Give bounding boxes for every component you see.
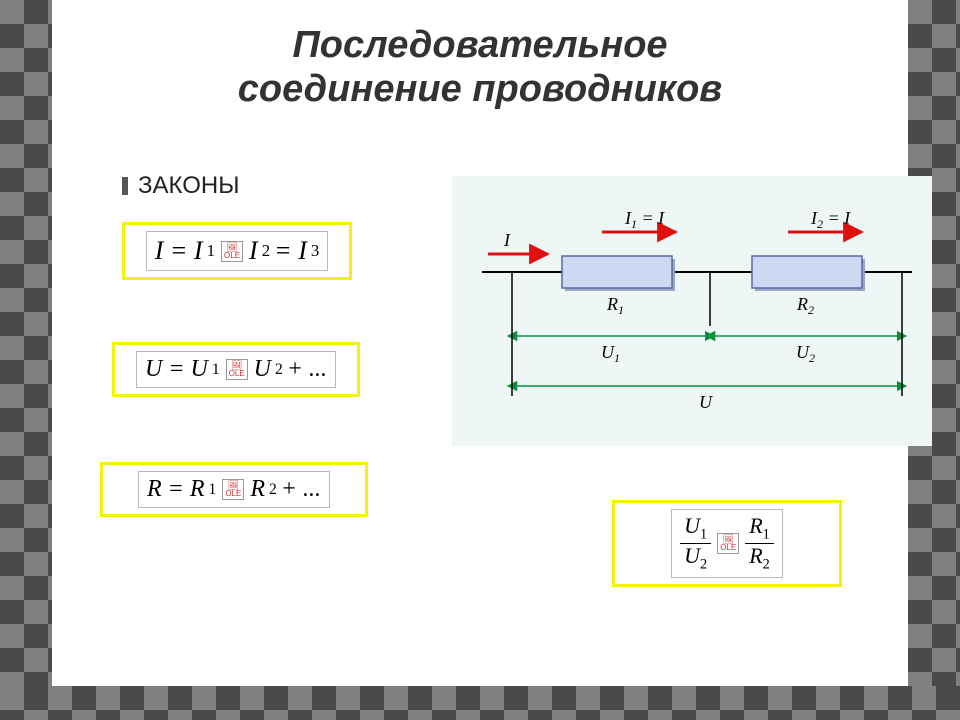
ole-icon: OLE — [717, 533, 739, 554]
formula-resistance: R = R1 OLE R2 + ... — [100, 462, 368, 517]
formula-current-inner: I = I1 OLEI2 = I3 — [146, 231, 329, 271]
svg-text:I: I — [503, 230, 511, 250]
svg-text:R2: R2 — [796, 294, 814, 317]
pattern-border-left — [0, 0, 52, 720]
subtitle-text: ЗАКОНЫ — [138, 172, 239, 199]
svg-text:I2 = I: I2 = I — [810, 208, 851, 231]
slide-title: Последовательное соединение проводников — [52, 0, 908, 111]
frac-r: R1R2 — [745, 514, 774, 573]
slide-content: Последовательное соединение проводников … — [52, 0, 908, 686]
svg-text:I1 = I: I1 = I — [624, 208, 665, 231]
frac-u: U1U2 — [680, 514, 711, 573]
svg-text:U: U — [699, 392, 713, 412]
pattern-border-bottom — [0, 686, 960, 720]
svg-text:U2: U2 — [796, 342, 815, 365]
circuit-diagram: R1 R2 I I1 = I I2 = I U1 U2 U — [452, 176, 932, 446]
subtitle-laws: ЗАКОНЫ — [122, 172, 239, 200]
circuit-svg: R1 R2 I I1 = I I2 = I U1 U2 U — [452, 176, 932, 446]
title-line2: соединение проводников — [238, 68, 723, 110]
formula-current: I = I1 OLEI2 = I3 — [122, 222, 352, 280]
title-line1: Последовательное — [292, 24, 667, 66]
svg-text:U1: U1 — [601, 342, 620, 365]
formula-resistance-inner: R = R1 OLE R2 + ... — [138, 471, 330, 508]
formula-ratio: U1U2 OLE R1R2 — [612, 500, 842, 587]
formula-voltage-inner: U = U1 OLEU2 + ... — [136, 351, 336, 388]
svg-text:R1: R1 — [606, 294, 624, 317]
formula-ratio-inner: U1U2 OLE R1R2 — [671, 509, 783, 578]
bullet-icon — [122, 177, 128, 195]
formula-voltage: U = U1 OLEU2 + ... — [112, 342, 360, 397]
